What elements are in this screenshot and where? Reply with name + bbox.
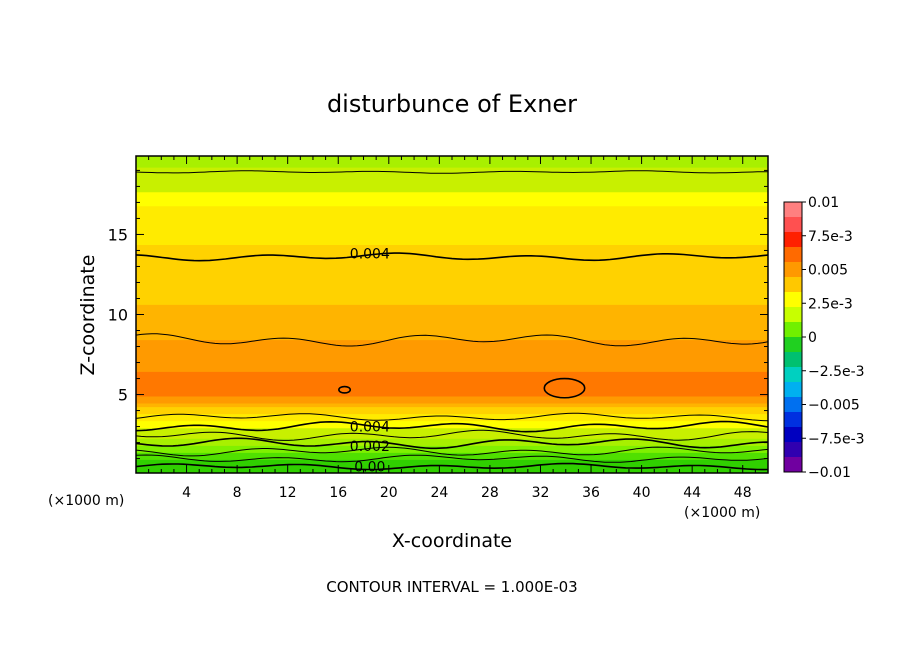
colorbar-swatch	[784, 442, 802, 458]
x-tick-label: 24	[430, 485, 448, 501]
contour-labels: 0.004 0.004 0.002 0.00	[350, 247, 390, 476]
x-tick-label: 20	[380, 485, 398, 501]
y-axis-label: Z-coordinate	[77, 255, 99, 376]
contour-closed	[338, 385, 352, 394]
x-tick-label: 28	[481, 485, 499, 501]
contour-line	[136, 412, 768, 422]
x-tick-label: 4	[182, 485, 191, 501]
contour-line	[136, 454, 768, 463]
colorbar-swatch	[784, 397, 802, 413]
x-tick-label: 32	[532, 485, 550, 501]
colorbar-label: −2.5e-3	[808, 364, 865, 380]
x-axis-label: X-coordinate	[392, 530, 512, 552]
x-ticks: 4 8 12 16 20 24 28 32 36 40 44 48	[148, 156, 769, 501]
colorbar-swatch	[784, 322, 802, 338]
contour-fill	[136, 156, 768, 473]
x-tick-label: 16	[329, 485, 347, 501]
contour-line	[136, 429, 768, 441]
colorbar-swatch	[784, 382, 802, 398]
contour-label: 0.002	[350, 439, 390, 455]
contour-line	[136, 333, 768, 347]
colorbar-label: 0.01	[808, 195, 839, 211]
colorbar-label: −7.5e-3	[808, 431, 865, 447]
colorbar-label: 0	[808, 330, 817, 346]
y-tick-label: 5	[118, 386, 128, 405]
colorbar-swatch	[784, 277, 802, 293]
x-tick-label: 36	[582, 485, 600, 501]
colorbar-swatch	[784, 217, 802, 233]
contour-line	[136, 252, 768, 262]
colorbar-swatch	[784, 247, 802, 263]
contour-line	[136, 462, 768, 471]
colorbar-label: 7.5e-3	[808, 229, 853, 245]
colorbar-swatch	[784, 352, 802, 368]
y-ticks: 5 10 15	[108, 169, 768, 460]
colorbar-swatch	[784, 232, 802, 248]
colorbar-swatch	[784, 457, 802, 473]
chart-title: disturbunce of Exner	[327, 90, 577, 118]
colorbar-swatch	[784, 412, 802, 428]
contour-label: 0.004	[350, 420, 390, 436]
x-tick-label: 40	[633, 485, 651, 501]
colorbar-swatch	[784, 202, 802, 218]
colorbar-swatch	[784, 427, 802, 443]
contour-label: 0.00	[354, 460, 385, 476]
y-tick-label: 15	[108, 225, 128, 244]
contour-line	[136, 420, 768, 433]
contour-lines	[136, 170, 768, 471]
x-tick-label: 8	[233, 485, 242, 501]
x-tick-label: 48	[734, 485, 752, 501]
colorbar-label: 2.5e-3	[808, 296, 853, 312]
x-tick-label: 12	[279, 485, 297, 501]
colorbar-swatch	[784, 292, 802, 308]
colorbar-swatch	[784, 367, 802, 383]
contour-interval-note: CONTOUR INTERVAL = 1.000E-03	[326, 578, 577, 596]
colorbar-label: 0.005	[808, 263, 848, 279]
contour-closed	[543, 377, 586, 399]
x-unit-left: (×1000 m)	[48, 493, 124, 509]
colorbar-swatch	[784, 307, 802, 323]
x-unit-right: (×1000 m)	[684, 505, 760, 521]
contour-line	[136, 446, 768, 457]
contour-line	[136, 170, 768, 174]
contour-label: 0.004	[350, 247, 390, 263]
y-tick-label: 10	[108, 306, 128, 325]
colorbar-swatch	[784, 337, 802, 353]
x-tick-label: 44	[683, 485, 701, 501]
colorbar-label: −0.005	[808, 398, 860, 414]
colorbar-label: −0.01	[808, 465, 851, 481]
colorbar: 0.01 7.5e-3 0.005 2.5e-3 0 −2.5e-3 −0.005 −7.5e…	[783, 195, 865, 481]
contour-line	[136, 437, 768, 450]
colorbar-swatch	[784, 262, 802, 278]
